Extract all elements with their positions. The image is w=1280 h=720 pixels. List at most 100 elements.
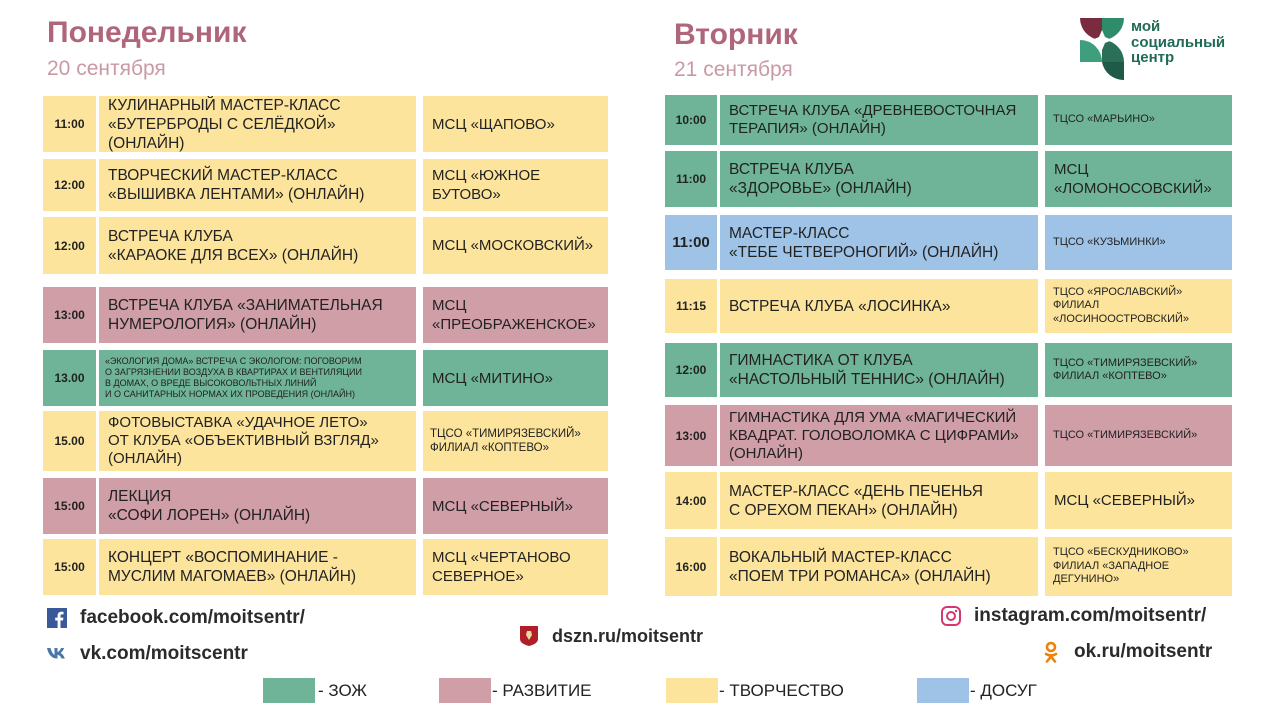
monday-title: Понедельник — [47, 16, 247, 49]
event-title-cell: ВСТРЕЧА КЛУБА «ДРЕВНЕВОСТОЧНАЯ ТЕРАПИЯ» … — [720, 95, 1038, 145]
event-time: 15:00 — [54, 560, 85, 574]
event-time-cell: 12:00 — [43, 217, 96, 274]
legend-label: - ТВОРЧЕСТВО — [719, 681, 844, 700]
event-place: МСЦ «СЕВЕРНЫЙ» — [432, 497, 574, 515]
legend-label: - ЗОЖ — [318, 681, 368, 700]
event-place-cell: МСЦ «СЕВЕРНЫЙ» — [1045, 472, 1232, 529]
tuesday-date: 21 сентября — [674, 58, 793, 81]
event-title-cell: «ЭКОЛОГИЯ ДОМА» ВСТРЕЧА С ЭКОЛОГОМ: ПОГО… — [99, 350, 416, 406]
event-place-cell: ТЦСО «ТИМИРЯЗЕВСКИЙ» ФИЛИАЛ «КОПТЕВО» — [423, 411, 608, 471]
event-place-cell: МСЦ «ПРЕОБРАЖЕНСКОЕ» — [423, 287, 608, 343]
moscow-emblem-icon — [518, 625, 540, 647]
ok-url: ok.ru/moitsentr — [1074, 641, 1213, 662]
event-time-cell: 12:00 — [43, 159, 96, 211]
event-title: ВСТРЕЧА КЛУБА «КАРАОКЕ ДЛЯ ВСЕХ» (ОНЛАЙН… — [108, 227, 359, 264]
event-place-cell: МСЦ «ЛОМОНОСОВСКИЙ» — [1045, 151, 1232, 207]
event-place: ТЦСО «БЕСКУДНИКОВО» ФИЛИАЛ «ЗАПАДНОЕ ДЕГ… — [1053, 546, 1189, 586]
dszn-link[interactable]: dszn.ru/moitsentr — [518, 625, 703, 647]
event-place-cell: МСЦ «ЮЖНОЕ БУТОВО» — [423, 159, 608, 211]
event-time: 11:15 — [675, 299, 707, 313]
event-place: МСЦ «МИТИНО» — [432, 369, 553, 387]
event-title-cell: ВСТРЕЧА КЛУБА «КАРАОКЕ ДЛЯ ВСЕХ» (ОНЛАЙН… — [99, 217, 416, 274]
event-place-cell: МСЦ «МИТИНО» — [423, 350, 608, 406]
event-title-cell: ВСТРЕЧА КЛУБА «ЗДОРОВЬЕ» (ОНЛАЙН) — [720, 151, 1038, 207]
event-time: 12:00 — [675, 363, 707, 377]
instagram-link[interactable]: instagram.com/moitsentr/ — [940, 605, 1206, 627]
event-place-cell: ТЦСО «ТИМИРЯЗЕВСКИЙ» ФИЛИАЛ «КОПТЕВО» — [1045, 343, 1232, 397]
event-time-cell: 14:00 — [665, 472, 717, 529]
event-place: ТЦСО «ТИМИРЯЗЕВСКИЙ» ФИЛИАЛ «КОПТЕВО» — [430, 428, 581, 454]
event-title-cell: МАСТЕР-КЛАСС «ДЕНЬ ПЕЧЕНЬЯ С ОРЕХОМ ПЕКА… — [720, 472, 1038, 529]
event-place-cell: ТЦСО «ЯРОСЛАВСКИЙ» ФИЛИАЛ «ЛОСИНООСТРОВС… — [1045, 279, 1232, 333]
event-title: ГИМНАСТИКА ДЛЯ УМА «МАГИЧЕСКИЙ КВАДРАТ. … — [729, 408, 1019, 462]
vk-icon — [46, 643, 68, 665]
event-place-cell: МСЦ «ЩАПОВО» — [423, 96, 608, 152]
logo-text: мой социальный центр — [1131, 18, 1226, 66]
event-place-cell: МСЦ «МОСКОВСКИЙ» — [423, 217, 608, 274]
tuesday-title: Вторник — [674, 18, 798, 51]
event-place: МСЦ «ЩАПОВО» — [432, 115, 555, 133]
instagram-icon — [940, 605, 962, 627]
event-time-cell: 13:00 — [665, 405, 717, 466]
event-place: МСЦ «СЕВЕРНЫЙ» — [1054, 492, 1196, 509]
legend-swatch — [917, 678, 969, 703]
monday-date: 20 сентября — [47, 57, 166, 80]
odnoklassniki-icon — [1040, 641, 1062, 663]
vk-link[interactable]: vk.com/moitscentr — [46, 643, 248, 665]
legend-swatch — [666, 678, 718, 703]
vk-url: vk.com/moitscentr — [80, 643, 248, 664]
event-title-cell: ФОТОВЫСТАВКА «УДАЧНОЕ ЛЕТО» ОТ КЛУБА «ОБ… — [99, 411, 416, 471]
event-time-cell: 11:00 — [43, 96, 96, 152]
event-time: 12:00 — [54, 178, 85, 192]
event-title-cell: КУЛИНАРНЫЙ МАСТЕР-КЛАСС «БУТЕРБРОДЫ С СЕ… — [99, 96, 416, 152]
event-title-cell: ТВОРЧЕСКИЙ МАСТЕР-КЛАСС «ВЫШИВКА ЛЕНТАМИ… — [99, 159, 416, 211]
event-time: 13.00 — [54, 371, 85, 385]
event-place-cell: ТЦСО «ТИМИРЯЗЕВСКИЙ» — [1045, 405, 1232, 466]
legend-label: - РАЗВИТИЕ — [492, 681, 592, 700]
event-title-cell: ВОКАЛЬНЫЙ МАСТЕР-КЛАСС «ПОЕМ ТРИ РОМАНСА… — [720, 537, 1038, 596]
legend-label: - ДОСУГ — [970, 681, 1037, 700]
event-title: «ЭКОЛОГИЯ ДОМА» ВСТРЕЧА С ЭКОЛОГОМ: ПОГО… — [105, 356, 362, 399]
event-time: 13:00 — [54, 308, 85, 322]
legend-swatch — [263, 678, 315, 703]
event-title-cell: МАСТЕР-КЛАСС «ТЕБЕ ЧЕТВЕРОНОГИЙ» (ОНЛАЙН… — [720, 215, 1038, 270]
event-place: ТЦСО «ТИМИРЯЗЕВСКИЙ» — [1053, 428, 1198, 441]
event-time-cell: 13:00 — [43, 287, 96, 343]
event-time: 10:00 — [675, 113, 707, 127]
event-title: ТВОРЧЕСКИЙ МАСТЕР-КЛАСС «ВЫШИВКА ЛЕНТАМИ… — [108, 167, 365, 203]
event-place: МСЦ «ЧЕРТАНОВО СЕВЕРНОЕ» — [432, 549, 571, 585]
legend-swatch — [439, 678, 491, 703]
event-title-cell: ГИМНАСТИКА ОТ КЛУБА «НАСТОЛЬНЫЙ ТЕННИС» … — [720, 343, 1038, 397]
instagram-url: instagram.com/moitsentr/ — [974, 605, 1207, 626]
event-place: МСЦ «ПРЕОБРАЖЕНСКОЕ» — [432, 297, 596, 333]
event-title-cell: ВСТРЕЧА КЛУБА «ЛОСИНКА» — [720, 279, 1038, 333]
event-title: ФОТОВЫСТАВКА «УДАЧНОЕ ЛЕТО» ОТ КЛУБА «ОБ… — [108, 414, 379, 467]
event-place-cell: ТЦСО «МАРЬИНО» — [1045, 95, 1232, 145]
event-time-cell: 10:00 — [665, 95, 717, 145]
event-time-cell: 12:00 — [665, 343, 717, 397]
event-time-cell: 11:00 — [665, 151, 717, 207]
event-time-cell: 15:00 — [43, 539, 96, 595]
event-place: МСЦ «МОСКОВСКИЙ» — [432, 237, 594, 254]
event-time-cell: 13.00 — [43, 350, 96, 406]
event-title: ВСТРЕЧА КЛУБА «ЗДОРОВЬЕ» (ОНЛАЙН) — [729, 161, 912, 197]
event-time: 11:00 — [672, 234, 710, 251]
event-place-cell: ТЦСО «КУЗЬМИНКИ» — [1045, 215, 1232, 270]
event-place: МСЦ «ЛОМОНОСОВСКИЙ» — [1054, 161, 1212, 197]
dszn-url: dszn.ru/moitsentr — [552, 625, 704, 646]
ok-link[interactable]: ok.ru/moitsentr — [1040, 641, 1212, 663]
event-time: 11:00 — [675, 172, 707, 186]
event-time-cell: 11:15 — [665, 279, 717, 333]
event-title: МАСТЕР-КЛАСС «ТЕБЕ ЧЕТВЕРОНОГИЙ» (ОНЛАЙН… — [729, 224, 999, 261]
event-title-cell: ГИМНАСТИКА ДЛЯ УМА «МАГИЧЕСКИЙ КВАДРАТ. … — [720, 405, 1038, 466]
facebook-link[interactable]: facebook.com/moitsentr/ — [46, 607, 305, 629]
event-time: 12:00 — [54, 238, 85, 253]
event-time: 15.00 — [54, 434, 85, 448]
event-title-cell: ВСТРЕЧА КЛУБА «ЗАНИМАТЕЛЬНАЯ НУМЕРОЛОГИЯ… — [99, 287, 416, 343]
event-place: ТЦСО «МАРЬИНО» — [1053, 113, 1155, 126]
event-time: 11:00 — [54, 117, 85, 131]
event-time: 16:00 — [675, 559, 707, 574]
event-place-cell: МСЦ «ЧЕРТАНОВО СЕВЕРНОЕ» — [423, 539, 608, 595]
event-title-cell: ЛЕКЦИЯ «СОФИ ЛОРЕН» (ОНЛАЙН) — [99, 478, 416, 534]
event-title: ВСТРЕЧА КЛУБА «ДРЕВНЕВОСТОЧНАЯ ТЕРАПИЯ» … — [729, 102, 1017, 137]
